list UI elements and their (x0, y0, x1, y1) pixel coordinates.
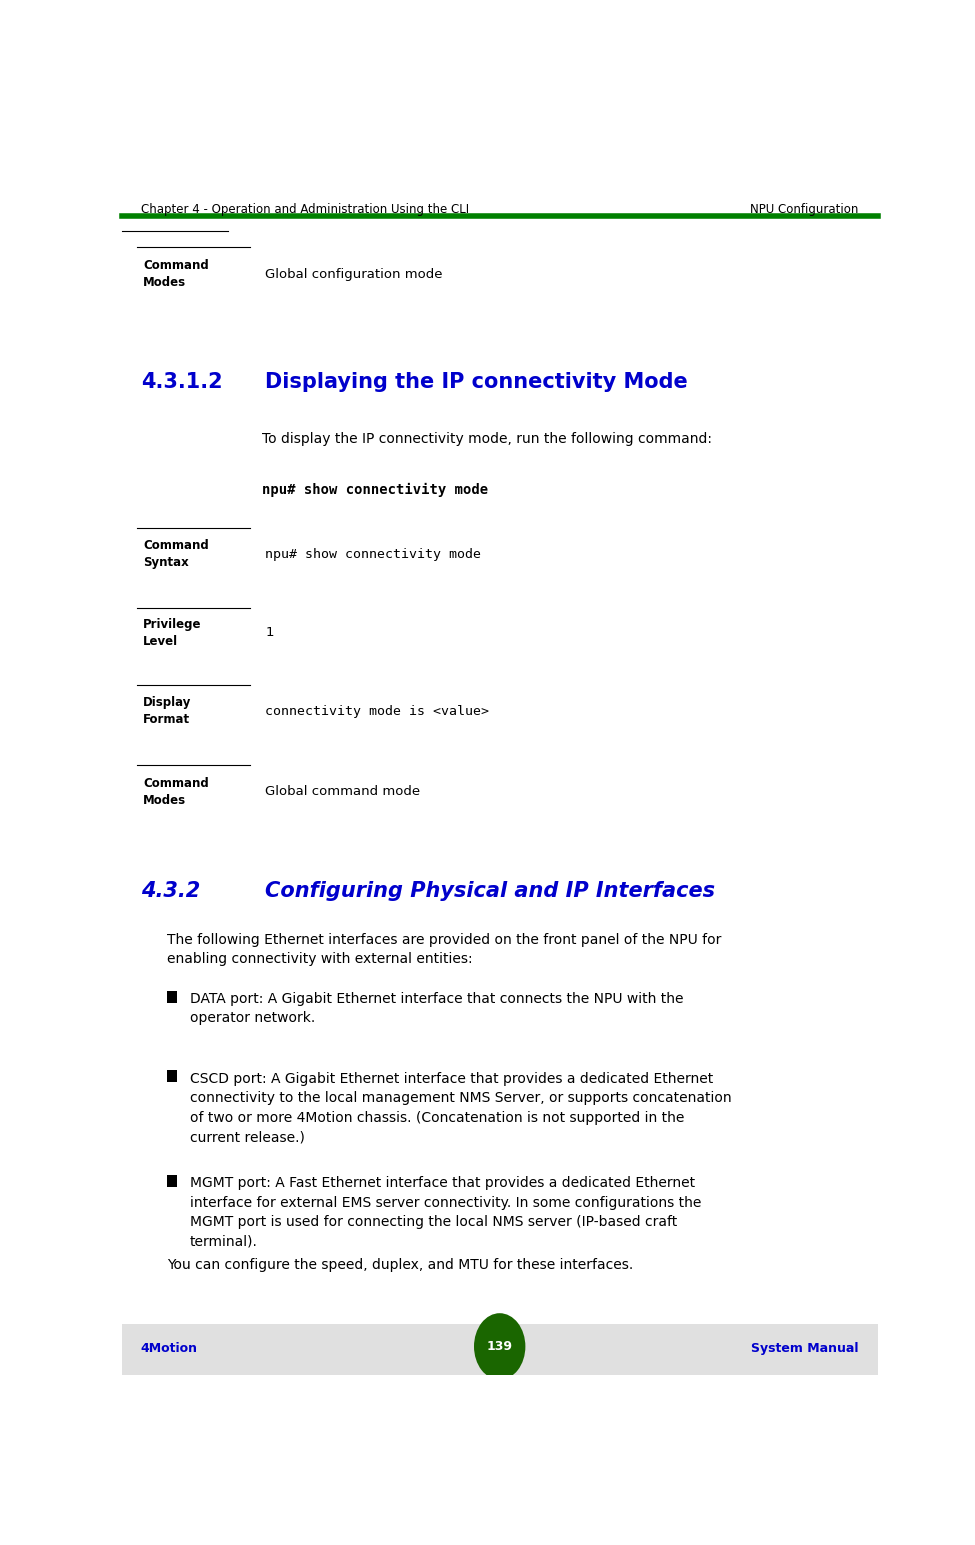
Ellipse shape (474, 1313, 526, 1380)
Text: 1: 1 (265, 626, 274, 640)
Text: Privilege
Level: Privilege Level (143, 618, 202, 647)
Text: Command
Modes: Command Modes (143, 260, 209, 289)
Text: System Manual: System Manual (751, 1343, 859, 1355)
Text: Global command mode: Global command mode (265, 785, 420, 799)
Text: Command
Modes: Command Modes (143, 777, 209, 806)
Text: NPU Configuration: NPU Configuration (750, 204, 859, 216)
Bar (168, 1071, 177, 1083)
Text: Configuring Physical and IP Interfaces: Configuring Physical and IP Interfaces (265, 881, 716, 901)
Text: 4.3.2: 4.3.2 (140, 881, 200, 901)
Text: Chapter 4 - Operation and Administration Using the CLI: Chapter 4 - Operation and Administration… (140, 204, 469, 216)
Text: The following Ethernet interfaces are provided on the front panel of the NPU for: The following Ethernet interfaces are pr… (168, 933, 722, 966)
Text: Global configuration mode: Global configuration mode (265, 267, 443, 281)
Text: npu# show connectivity mode: npu# show connectivity mode (261, 482, 488, 497)
Text: connectivity mode is <value>: connectivity mode is <value> (265, 705, 489, 718)
Text: Command
Syntax: Command Syntax (143, 539, 209, 569)
Text: DATA port: A Gigabit Ethernet interface that connects the NPU with the
operator : DATA port: A Gigabit Ethernet interface … (190, 992, 683, 1026)
Text: npu# show connectivity mode: npu# show connectivity mode (265, 547, 482, 561)
Text: 4Motion: 4Motion (140, 1343, 198, 1355)
Text: MGMT port: A Fast Ethernet interface that provides a dedicated Ethernet
interfac: MGMT port: A Fast Ethernet interface tha… (190, 1176, 701, 1248)
Text: To display the IP connectivity mode, run the following command:: To display the IP connectivity mode, run… (261, 431, 712, 445)
Text: 139: 139 (487, 1340, 513, 1353)
Text: You can configure the speed, duplex, and MTU for these interfaces.: You can configure the speed, duplex, and… (168, 1259, 634, 1273)
Bar (168, 1176, 177, 1187)
Text: Displaying the IP connectivity Mode: Displaying the IP connectivity Mode (265, 372, 688, 392)
Text: 4.3.1.2: 4.3.1.2 (140, 372, 222, 392)
Text: CSCD port: A Gigabit Ethernet interface that provides a dedicated Ethernet
conne: CSCD port: A Gigabit Ethernet interface … (190, 1072, 731, 1145)
FancyBboxPatch shape (122, 1324, 878, 1375)
Text: Display
Format: Display Format (143, 697, 191, 726)
Bar (168, 990, 177, 1003)
